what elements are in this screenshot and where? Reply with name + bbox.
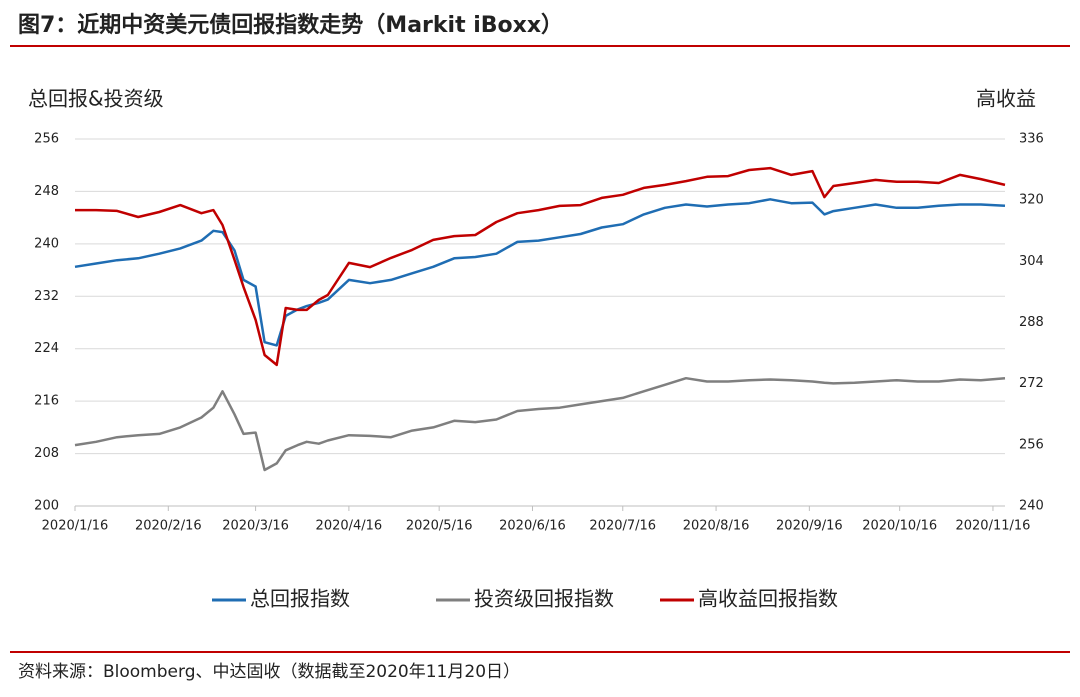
series-line [74,376,1006,472]
y-tick-label: 224 [34,341,59,356]
x-tick-label: 2020/8/16 [683,519,750,534]
chart-title: 图7：近期中资美元债回报指数走势（Markit iBoxx） [18,12,563,38]
series-line [75,166,1006,367]
x-tick-label: 2020/10/16 [862,519,937,534]
x-tick-label: 2020/5/16 [406,519,473,534]
y-tick-label: 240 [34,236,59,251]
y2-tick-label: 256 [1019,437,1044,452]
y-tick-label: 200 [34,499,59,514]
legend-label: 高收益回报指数 [698,587,838,611]
y-tick-label: 216 [34,394,59,409]
x-tick-label: 2020/7/16 [589,519,656,534]
x-tick-label: 2020/1/16 [42,519,109,534]
y-axis-title: 总回报&投资级 [28,87,164,111]
y2-tick-label: 336 [1019,132,1044,147]
y-tick-label: 256 [34,132,59,147]
legend-label: 总回报指数 [250,587,350,611]
y-tick-label: 248 [34,184,59,199]
y2-axis-title: 高收益 [976,87,1036,111]
series-line [74,198,1006,347]
y-tick-label: 232 [34,289,59,304]
x-tick-label: 2020/4/16 [316,519,383,534]
y2-tick-label: 240 [1019,499,1044,514]
x-tick-label: 2020/3/16 [222,519,289,534]
y2-tick-label: 320 [1019,193,1044,208]
x-tick-label: 2020/2/16 [135,519,202,534]
y-tick-label: 208 [34,446,59,461]
x-tick-label: 2020/9/16 [776,519,843,534]
y2-tick-label: 288 [1019,315,1044,330]
y2-tick-label: 272 [1019,376,1044,391]
legend-label: 投资级回报指数 [474,587,614,611]
y2-tick-label: 304 [1019,254,1044,269]
x-tick-label: 2020/6/16 [499,519,566,534]
x-tick-label: 2020/11/16 [955,519,1030,534]
source-note: 资料来源：Bloomberg、中达固收（数据截至2020年11月20日） [18,662,520,682]
